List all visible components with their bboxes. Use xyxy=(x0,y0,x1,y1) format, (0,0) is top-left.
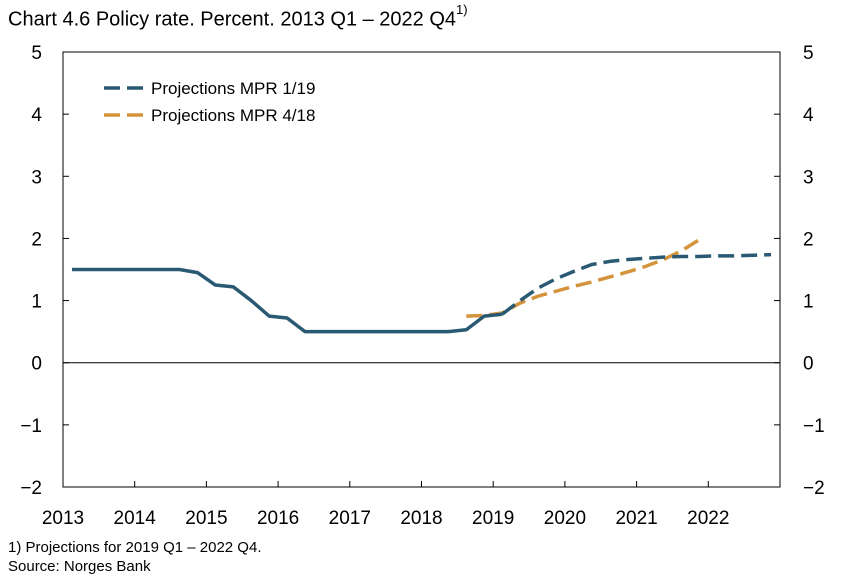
chart-title-footnote-marker: 1) xyxy=(456,2,468,17)
y-tick-label-left: 0 xyxy=(31,354,42,375)
y-tick-label-left: 3 xyxy=(31,167,42,188)
series-line-mpr-4-18 xyxy=(466,238,701,318)
y-tick-label-right: 4 xyxy=(803,105,814,126)
chart-title-text: Chart 4.6 Policy rate. Percent. 2013 Q1 … xyxy=(8,8,457,31)
x-tick-label: 2021 xyxy=(615,508,657,529)
y-axis-left: −2 −1 0 1 2 3 4 5 xyxy=(20,43,69,499)
series-line-mpr-1-19 xyxy=(501,252,772,316)
y-tick-label-right: 2 xyxy=(803,229,814,250)
legend-label: Projections MPR 1/19 xyxy=(151,79,315,98)
chart-title: Chart 4.6 Policy rate. Percent. 2013 Q1 … xyxy=(8,2,468,32)
x-tick-label: 2017 xyxy=(329,508,371,529)
y-axis-right: −2 −1 0 1 2 3 4 5 xyxy=(774,43,825,499)
x-tick-label: 2019 xyxy=(472,508,514,529)
series-line-policy-rate xyxy=(71,267,503,334)
y-tick-label-left: 5 xyxy=(31,43,42,64)
legend: Projections MPR 1/19 Projections MPR 4/18 xyxy=(104,79,315,125)
x-axis: 2013 2014 2015 2016 2017 2018 2019 2020 2021 2022 xyxy=(42,481,729,529)
y-tick-label-right: 5 xyxy=(803,43,814,64)
y-tick-label-left: 1 xyxy=(31,292,42,313)
y-tick-label-right: 0 xyxy=(803,354,814,375)
footnote-source: Source: Norges Bank xyxy=(8,558,151,575)
x-tick-label: 2015 xyxy=(185,508,227,529)
y-tick-label-right: −2 xyxy=(803,478,825,499)
series-lines xyxy=(71,238,772,334)
x-tick-label: 2022 xyxy=(687,508,729,529)
legend-label: Projections MPR 4/18 xyxy=(151,106,315,125)
x-tick-label: 2013 xyxy=(42,508,84,529)
y-tick-label-right: −1 xyxy=(803,416,825,437)
y-tick-label-left: −2 xyxy=(20,478,42,499)
x-tick-label: 2018 xyxy=(400,508,442,529)
y-tick-label-right: 3 xyxy=(803,167,814,188)
x-tick-label: 2016 xyxy=(257,508,299,529)
x-tick-label: 2020 xyxy=(544,508,586,529)
x-tick-label: 2014 xyxy=(114,508,157,529)
y-tick-label-left: 2 xyxy=(31,229,42,250)
footnote-projections: 1) Projections for 2019 Q1 – 2022 Q4. xyxy=(8,539,262,556)
footnotes: 1) Projections for 2019 Q1 – 2022 Q4. So… xyxy=(8,538,261,576)
y-tick-label-right: 1 xyxy=(803,292,814,313)
y-tick-label-left: 4 xyxy=(31,105,42,126)
y-tick-label-left: −1 xyxy=(20,416,42,437)
